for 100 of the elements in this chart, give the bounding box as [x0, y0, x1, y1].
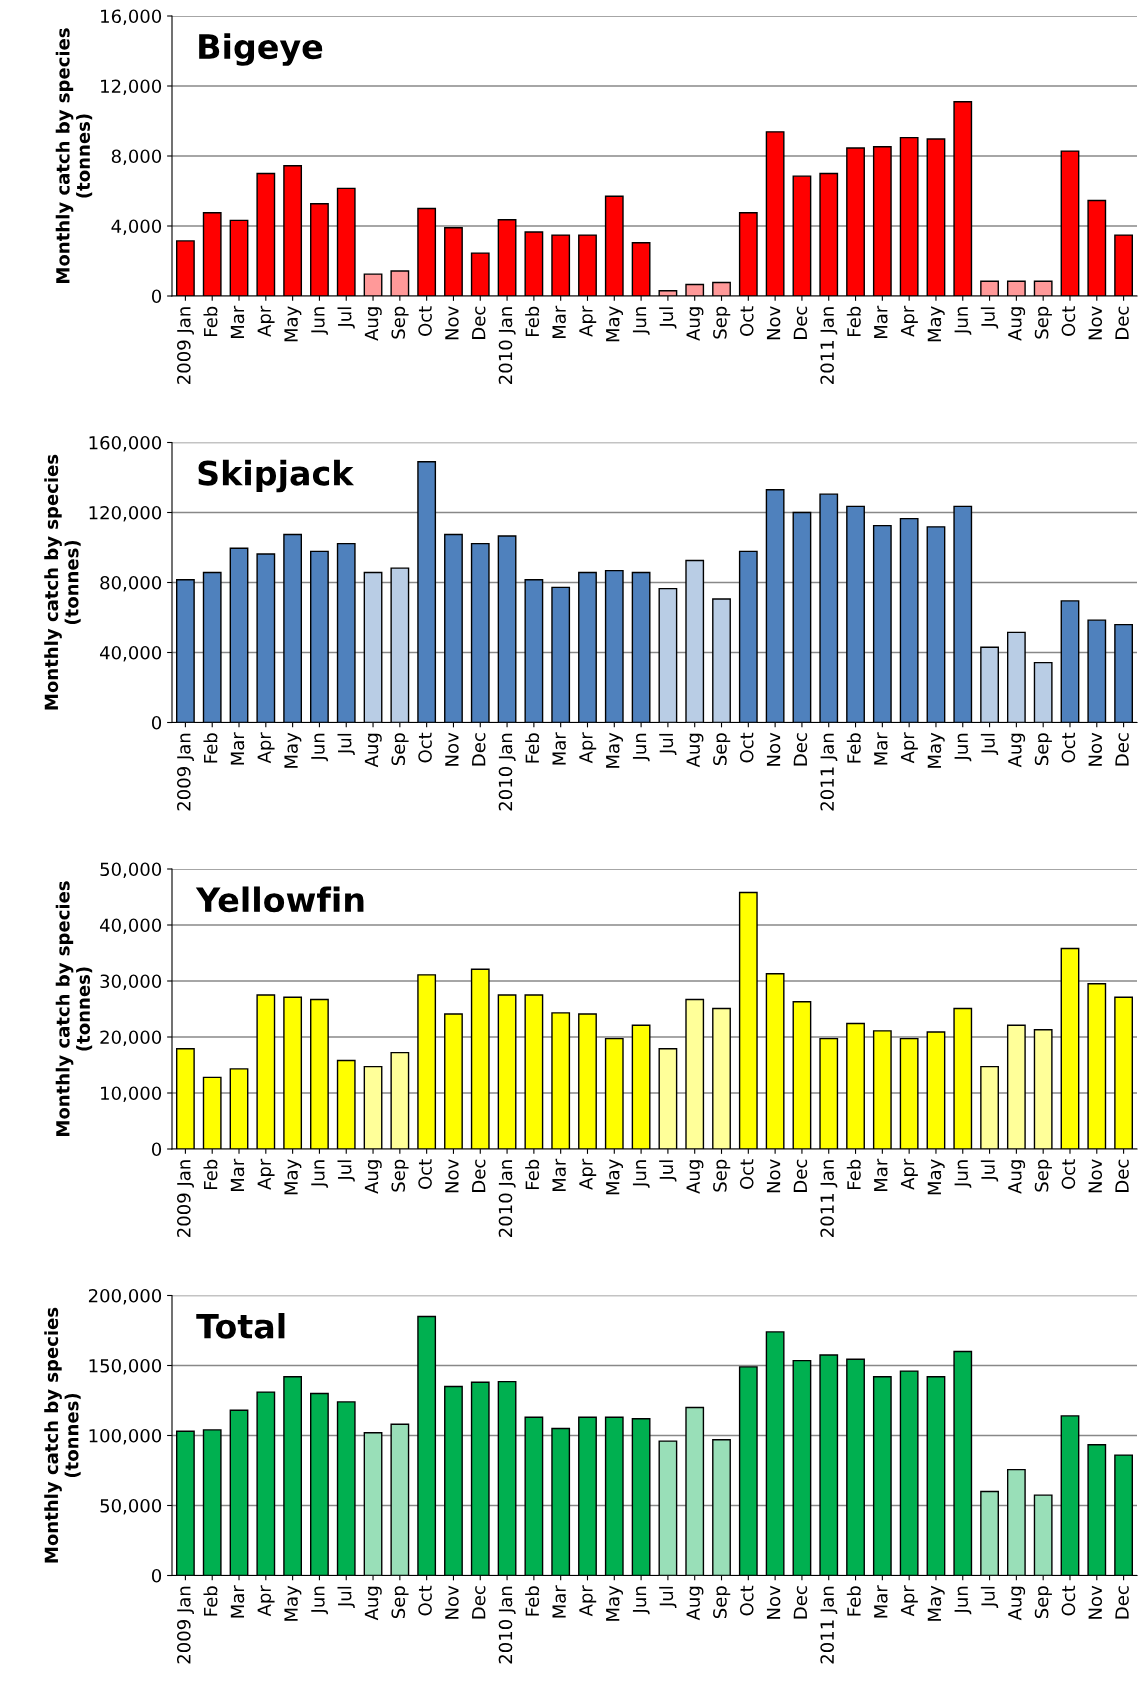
x-tick-label: 2011 Jan: [820, 733, 838, 811]
bar: [578, 571, 597, 723]
bar: [417, 461, 437, 723]
bar: [738, 550, 758, 723]
bar: [310, 550, 329, 723]
chart-title: Total: [196, 1312, 285, 1339]
x-tick-label: Feb: [525, 306, 540, 336]
x-tick-label: Jul: [337, 1160, 355, 1182]
x-tick-label: Jun: [311, 307, 329, 335]
x-tick-label: Dec: [472, 733, 486, 766]
x-tick-label: Aug: [686, 1586, 704, 1621]
bar: [926, 1376, 946, 1576]
x-tick-label: May: [927, 732, 945, 768]
x-tick-label: May: [606, 1159, 624, 1195]
x-tick-label: 2009 Jan: [176, 1586, 194, 1664]
bar: [1006, 631, 1026, 723]
x-tick-label: Jul: [659, 307, 677, 329]
x-tick-label: Apr: [257, 732, 275, 764]
x-tick-label: Nov: [445, 1585, 459, 1619]
bar: [899, 1370, 919, 1576]
x-tick-label: Jul: [980, 1160, 999, 1182]
x-tick-label: May: [927, 1585, 945, 1621]
y-tick-label: 40,000: [99, 918, 162, 934]
bar: [202, 571, 222, 723]
bar: [202, 1429, 222, 1576]
x-tick-label: Aug: [1008, 307, 1026, 341]
bar: [1033, 661, 1053, 723]
x-tick-label: Feb: [525, 1586, 540, 1616]
bar: [953, 505, 973, 723]
x-tick-label: Jul: [337, 1586, 355, 1608]
x-tick-label: Sep: [713, 1586, 731, 1619]
x-tick-label: Oct: [418, 732, 432, 763]
x-tick-label: Aug: [1008, 1586, 1026, 1621]
y-tick-label: 50,000: [100, 862, 162, 878]
x-tick-label: Sep: [713, 1159, 731, 1192]
bar: [792, 511, 812, 723]
x-tick-label: Mar: [874, 1158, 888, 1192]
bar: [1060, 1415, 1080, 1576]
bar: [390, 567, 410, 723]
bar: [497, 535, 517, 723]
x-tick-label: Jul: [980, 1586, 999, 1608]
bar: [846, 505, 865, 723]
x-tick-label: Nov: [445, 1159, 459, 1193]
x-tick-label: May: [284, 1585, 302, 1621]
x-tick-label: Aug: [686, 1160, 704, 1194]
x-tick-label: Oct: [418, 306, 432, 336]
y-tick-label: 12,000: [101, 79, 162, 95]
x-tick-label: Sep: [713, 733, 731, 766]
bar: [336, 542, 356, 723]
x-tick-label: Jul: [659, 1586, 677, 1608]
y-tick-label: 150,000: [89, 1358, 162, 1375]
x-tick-label: Jul: [980, 307, 999, 329]
bar: [470, 542, 490, 723]
bar: [310, 1392, 329, 1576]
x-tick-label: Feb: [203, 306, 218, 336]
y-axis-title: Monthly catch by species (tonnes): [44, 454, 81, 710]
bar: [819, 1354, 839, 1576]
x-tick-label: Nov: [1088, 732, 1103, 766]
x-tick-label: 2009 Jan: [176, 1160, 194, 1237]
x-tick-label: Jul: [659, 1160, 677, 1182]
x-tick-label: Apr: [579, 1585, 597, 1617]
bar: [470, 1381, 490, 1576]
x-tick-label: Aug: [364, 733, 382, 768]
x-tick-label: Jun: [632, 733, 650, 762]
x-tick-label: Feb: [203, 1586, 218, 1616]
x-tick-label: Nov: [766, 732, 781, 766]
x-tick-label: Nov: [445, 732, 459, 766]
y-tick-label: 160,000: [89, 435, 162, 452]
x-tick-label: Aug: [364, 307, 382, 341]
bar: [899, 517, 919, 723]
bar: [658, 587, 678, 723]
x-tick-label: Dec: [472, 1159, 486, 1192]
text: Bigeye: [199, 33, 323, 66]
x-tick-label: Dec: [1115, 1159, 1129, 1192]
x-tick-label: Apr: [900, 1585, 918, 1617]
x-tick-label: Aug: [364, 1586, 382, 1621]
y-tick-label: 8,000: [111, 149, 162, 165]
x-tick-label: Oct: [1061, 1159, 1076, 1189]
x-tick-label: Oct: [418, 1159, 432, 1189]
x-tick-label: Sep: [391, 1586, 409, 1619]
x-tick-label: Feb: [846, 733, 861, 763]
y-tick-label: 20,000: [100, 1030, 162, 1046]
bar: [631, 571, 651, 723]
x-tick-label: 2010 Jan: [498, 733, 516, 811]
bar: [283, 533, 303, 723]
bar: [1087, 619, 1107, 723]
bar: [872, 1376, 892, 1576]
bar: [980, 1490, 999, 1576]
bar: [765, 1331, 785, 1576]
x-tick-label: 2011 Jan: [820, 307, 838, 384]
x-tick-label: Feb: [203, 1159, 218, 1189]
x-tick-label: Mar: [552, 732, 566, 765]
x-tick-label: May: [606, 1585, 624, 1621]
bar: [390, 1423, 410, 1576]
x-tick-label: Jun: [954, 733, 972, 762]
y-tick-label: 40,000: [99, 645, 162, 662]
x-tick-label: Apr: [257, 305, 275, 337]
bar: [417, 1315, 437, 1576]
bar: [497, 1380, 517, 1576]
x-tick-label: Apr: [257, 1585, 275, 1617]
